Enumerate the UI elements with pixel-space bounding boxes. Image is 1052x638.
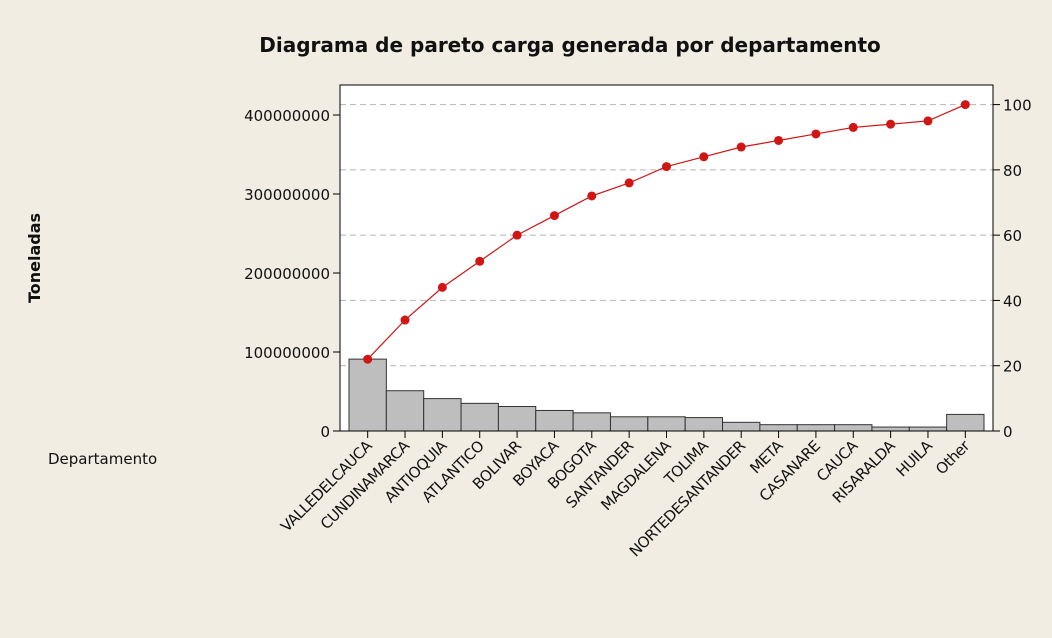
cumulative-point — [699, 152, 709, 162]
y2-tick-label: 60 — [1003, 227, 1022, 245]
bar — [647, 416, 686, 432]
y2-tick-label: 80 — [1003, 162, 1022, 180]
y-tick-label: 300000000 — [244, 186, 330, 204]
cumulative-point — [549, 211, 559, 221]
bar — [423, 398, 462, 432]
bar — [834, 424, 873, 432]
y2-tick-label: 40 — [1003, 292, 1022, 310]
bar — [535, 409, 574, 432]
cumulative-point — [363, 354, 373, 364]
plot-area — [340, 85, 993, 431]
cumulative-point — [774, 135, 784, 145]
y-tick-label: 200000000 — [244, 265, 330, 283]
cumulative-point — [736, 142, 746, 152]
cumulative-point — [587, 191, 597, 201]
bar — [946, 413, 985, 432]
bar — [460, 402, 499, 432]
y2-tick-label: 20 — [1003, 358, 1022, 376]
cumulative-point — [886, 119, 896, 129]
cumulative-point — [400, 315, 410, 325]
bar — [348, 358, 387, 432]
y2-tick-label: 0 — [1003, 423, 1013, 441]
cumulative-point — [512, 230, 522, 240]
bar — [684, 417, 724, 432]
bar — [908, 426, 948, 432]
chart-title: Diagrama de pareto carga generada por de… — [259, 33, 881, 57]
cumulative-point — [475, 256, 485, 266]
y-tick-label: 400000000 — [244, 107, 330, 125]
cumulative-point — [437, 282, 447, 292]
bar — [759, 424, 798, 432]
bar — [497, 406, 537, 432]
cumulative-point — [923, 116, 933, 126]
cumulative-point — [960, 100, 970, 110]
y-axis-label: Toneladas — [25, 213, 44, 303]
cumulative-point — [624, 178, 634, 188]
y-tick-label: 100000000 — [244, 344, 330, 362]
y2-tick-label: 100 — [1003, 97, 1032, 115]
x-axis-label: Departamento — [48, 450, 157, 468]
cumulative-point — [662, 162, 671, 172]
bar — [609, 416, 649, 432]
bar — [722, 421, 761, 432]
bar — [796, 424, 836, 432]
bar — [572, 412, 611, 432]
bar — [385, 390, 425, 432]
cumulative-point — [848, 122, 858, 132]
bar — [871, 426, 910, 432]
cumulative-point — [811, 129, 821, 139]
y-tick-label: 0 — [320, 423, 330, 441]
